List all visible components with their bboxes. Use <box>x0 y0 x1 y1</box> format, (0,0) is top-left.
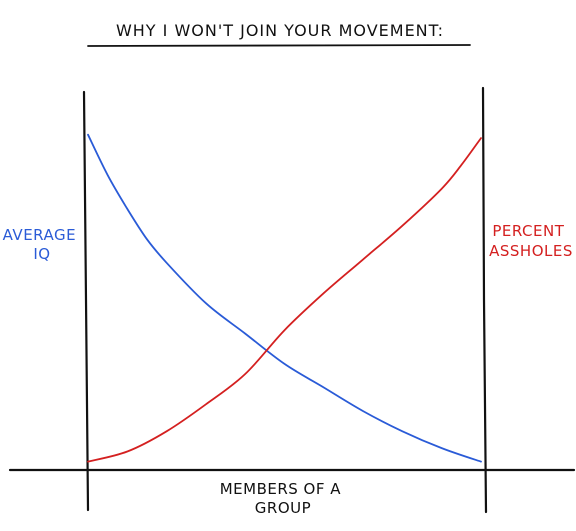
right-axis <box>481 86 488 514</box>
right-axis-label-line-2: ASSHOLES <box>489 242 573 260</box>
left-axis-label-line-1: AVERAGE <box>3 226 76 244</box>
x-axis-label-line-1: MEMBERS OF A <box>220 480 342 498</box>
right-axis-label-line-1: PERCENT <box>492 222 564 240</box>
series-line-average-iq <box>87 133 482 463</box>
title-underline <box>87 44 471 47</box>
x-axis-label-line-2: GROUP <box>255 499 311 517</box>
chart-title: WHY I WON'T JOIN YOUR MOVEMENT: <box>116 21 444 40</box>
left-axis-label-line-2: IQ <box>33 245 50 263</box>
series-line-percent-assholes <box>87 137 482 463</box>
x-axis-label: MEMBERS OF A GROUP <box>220 480 347 517</box>
left-axis <box>82 90 90 512</box>
left-axis-label: AVERAGE IQ <box>3 226 82 263</box>
right-axis-label: PERCENT ASSHOLES <box>489 222 573 260</box>
series-group <box>87 133 482 463</box>
